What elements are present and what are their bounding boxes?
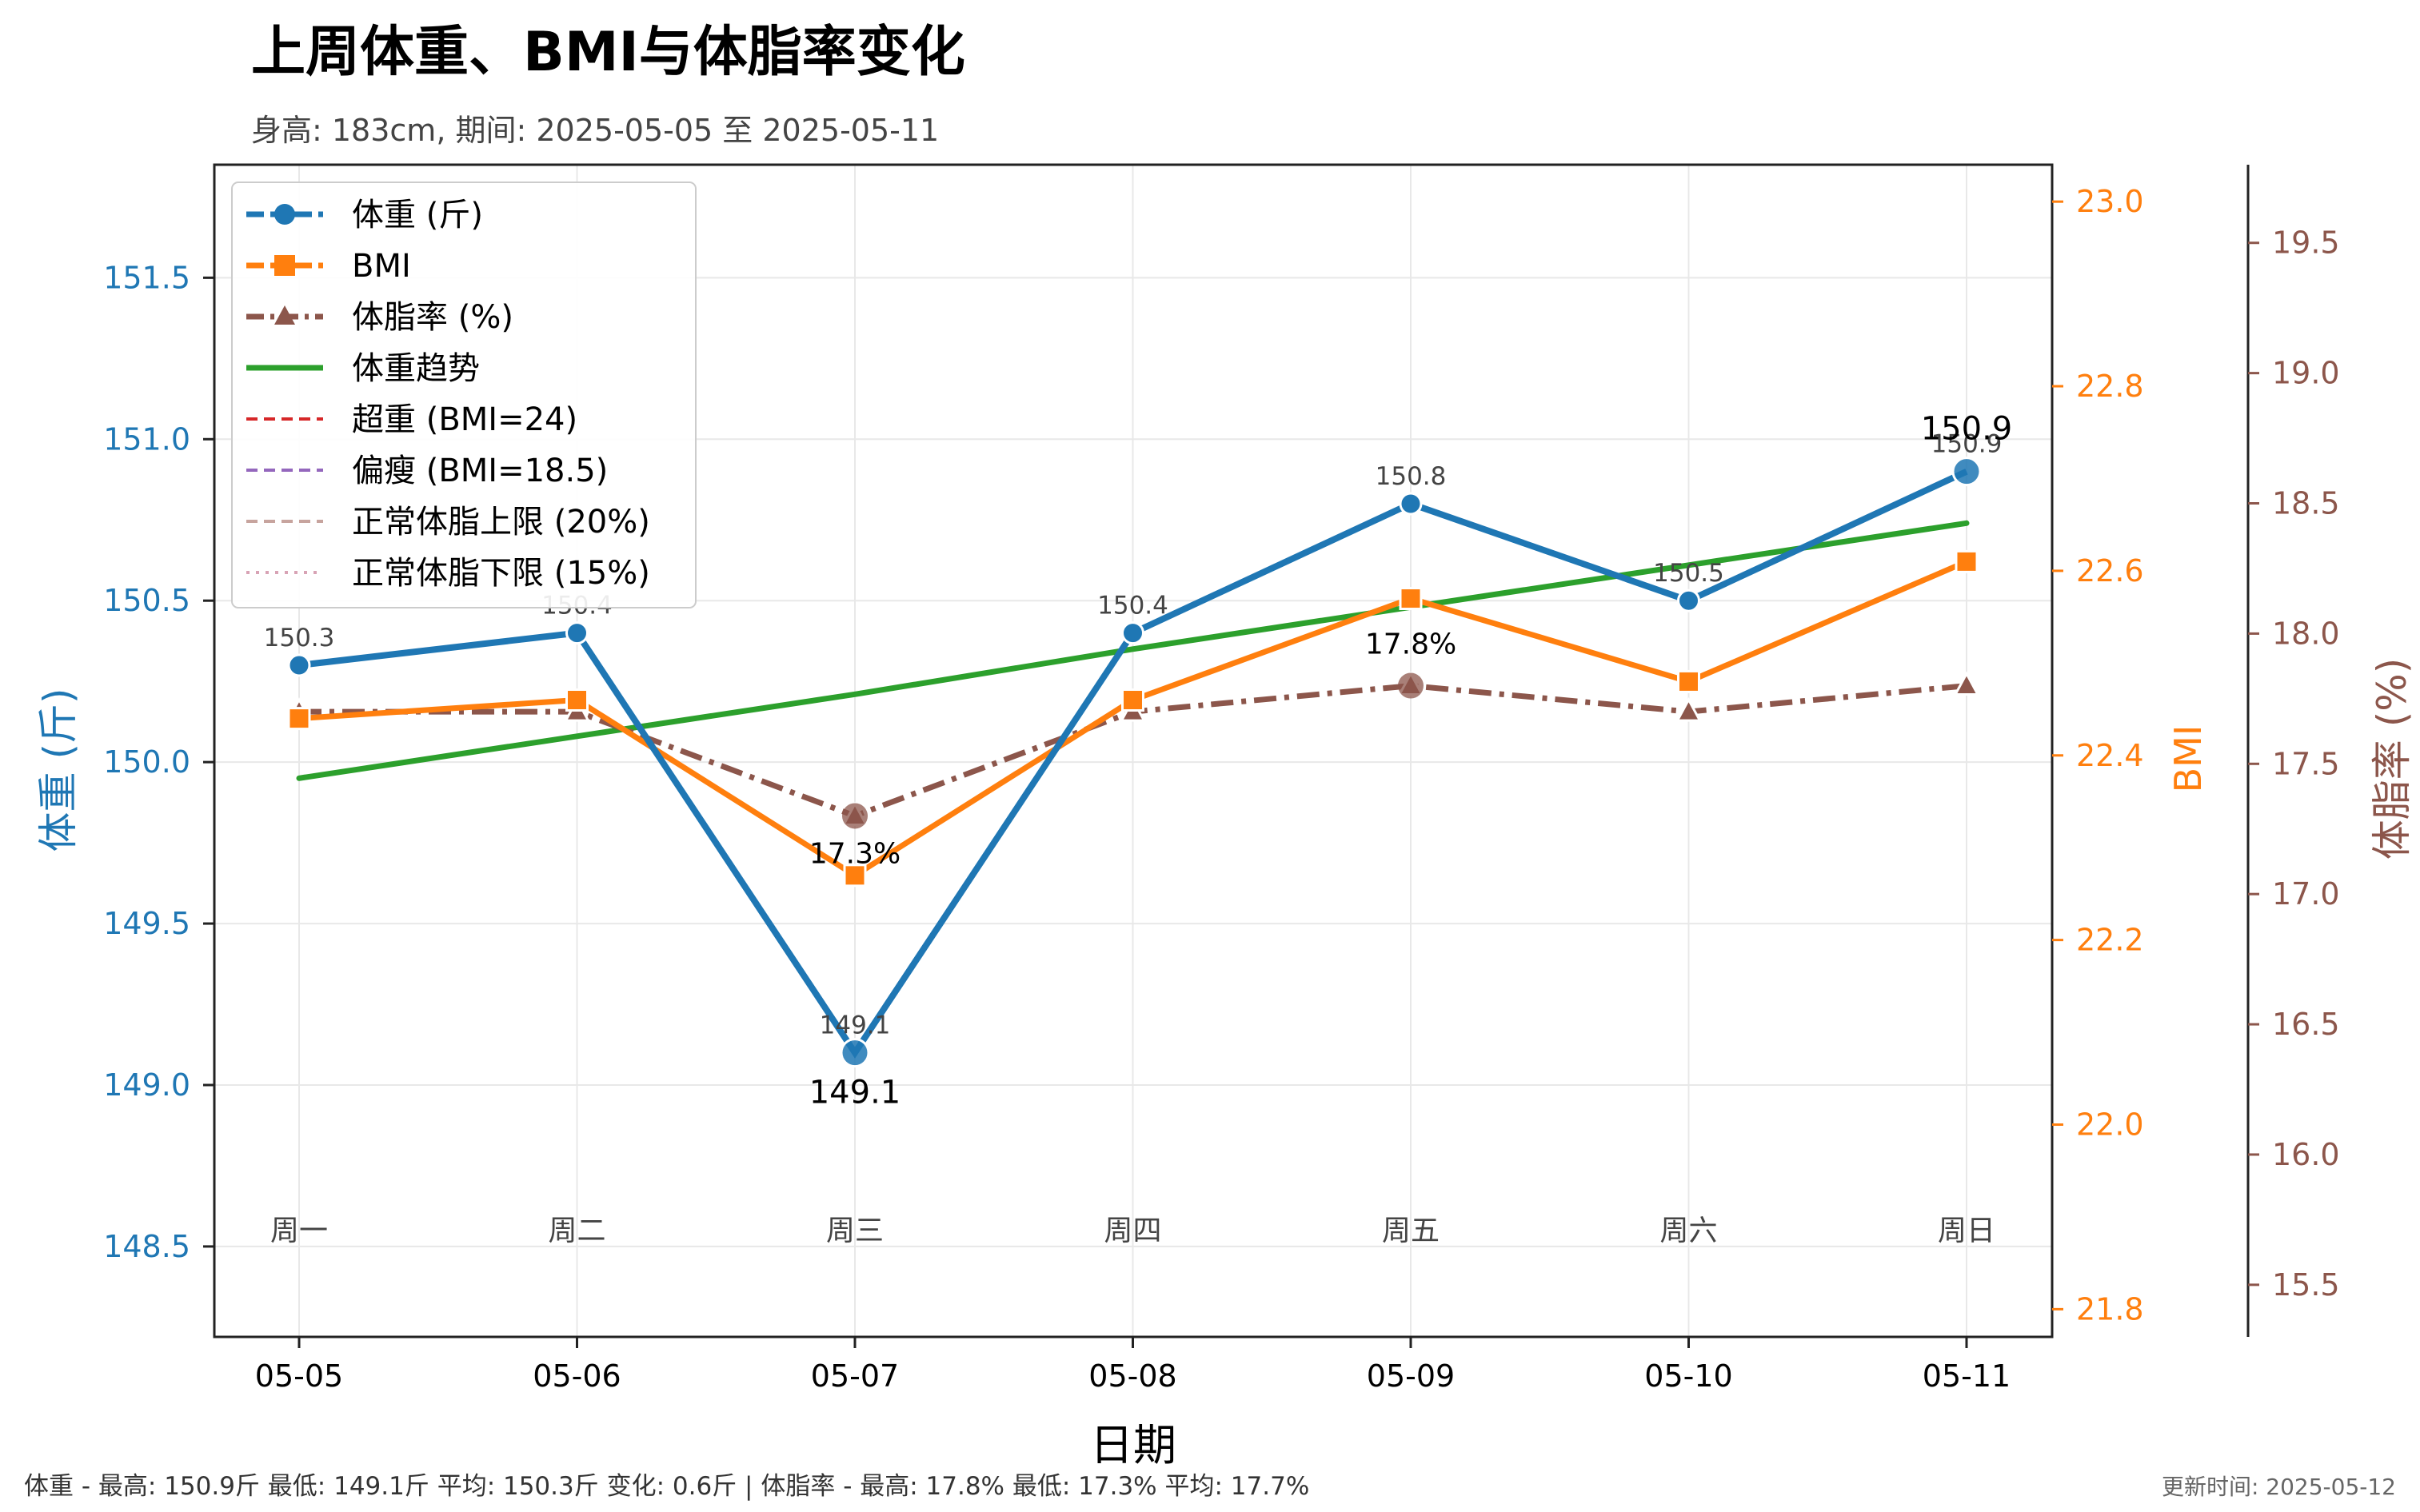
bmi-point [1955, 549, 1979, 573]
weekday-label: 周四 [1104, 1215, 1161, 1247]
weight-point [840, 1038, 870, 1068]
weight-tick-label: 151.0 [103, 421, 190, 457]
bmi-point [843, 864, 867, 888]
legend-marker [274, 204, 295, 225]
weight-point [1399, 492, 1423, 516]
legend-entry-label: 体脂率 (%) [352, 299, 513, 336]
weekday-label: 周三 [826, 1215, 884, 1247]
bmi-tick-label: 21.8 [2076, 1291, 2144, 1326]
weight-point [1677, 588, 1700, 612]
bmi-point [565, 688, 589, 712]
value-labels: 150.3150.4149.1150.4150.8150.5150.9150.9… [264, 411, 2013, 1111]
weight-tick-label: 150.0 [103, 744, 190, 780]
legend-entry-label: 体重 (斤) [352, 197, 483, 233]
weight-value-label: 150.4 [1097, 592, 1168, 620]
body-fat-tick-label: 17.0 [2272, 876, 2340, 912]
bmi-tick-label: 22.4 [2076, 738, 2144, 773]
legend-entry-label: BMI [352, 248, 411, 285]
weight-point [1951, 457, 1982, 487]
body-fat-max-label: 17.8% [1365, 628, 1456, 661]
weight-tick-label: 151.5 [103, 260, 190, 295]
body-fat-tick-label: 15.5 [2272, 1267, 2340, 1303]
legend-entry-label: 正常体脂上限 (20%) [352, 504, 650, 541]
weight-value-label: 150.9 [1931, 430, 2003, 459]
bmi-point [1677, 669, 1700, 693]
bmi-tick-label: 22.8 [2076, 369, 2144, 404]
x-tick-label: 05-08 [1088, 1358, 1176, 1394]
bmi-tick-label: 22.0 [2076, 1107, 2144, 1143]
weight-point [287, 653, 311, 677]
body-fat-point [1953, 671, 1980, 696]
weight-value-label: 150.3 [264, 624, 335, 652]
body-fat-point [1675, 696, 1703, 722]
body-fat-tick-label: 19.0 [2272, 356, 2340, 391]
legend-marker [274, 255, 295, 276]
weight-axis: 148.5 149.0 149.5 150.0 150.5 151.0 151.5 [103, 260, 214, 1264]
weekday-label: 周六 [1659, 1215, 1717, 1247]
bmi-point [287, 707, 311, 731]
x-tick-label: 05-05 [255, 1358, 343, 1394]
bmi-point [1399, 587, 1423, 611]
body-fat-tick-label: 16.0 [2272, 1137, 2340, 1172]
weight-series [287, 457, 1982, 1068]
bmi-axis: 21.8 22.0 22.2 22.4 22.6 22.8 23.0 [2051, 165, 2144, 1337]
chart-subtitle: 身高: 183cm, 期间: 2025-05-05 至 2025-05-11 [251, 113, 939, 148]
x-tick-label: 05-09 [1367, 1358, 1455, 1394]
trend-layer [296, 520, 1970, 781]
weight-value-label: 150.5 [1653, 559, 1724, 588]
weight-min-label: 149.1 [809, 1075, 901, 1111]
body-fat-axis: 15.5 16.0 16.5 17.0 17.5 18.0 18.5 19.0 19.5 [2246, 165, 2340, 1337]
body-fat-tick-label: 19.5 [2272, 225, 2340, 261]
weight-tick-label: 148.5 [103, 1229, 190, 1264]
body-fat-axis-label: 体脂率 (%) [2369, 658, 2415, 860]
body-fat-min-highlight [842, 803, 868, 829]
chart-title: 上周体重、BMI与体脂率变化 [251, 21, 965, 84]
x-tick-label: 05-10 [1644, 1358, 1732, 1394]
legend-entry-label: 体重趋势 [352, 350, 480, 387]
weight-point [565, 621, 589, 645]
bmi-tick-label: 22.6 [2076, 553, 2144, 588]
legend-entry-label: 偏瘦 (BMI=18.5) [352, 453, 608, 489]
weight-tick-label: 149.5 [103, 906, 190, 941]
legend-entry-label: 超重 (BMI=24) [352, 401, 577, 438]
weekday-label: 周日 [1938, 1215, 1995, 1247]
weight-trend-line [296, 520, 1970, 781]
weekday-label: 周二 [548, 1215, 605, 1247]
footer-stats: 体重 - 最高: 150.9斤 最低: 149.1斤 平均: 150.3斤 变化… [24, 1472, 1309, 1501]
body-fat-tick-label: 18.5 [2272, 486, 2340, 521]
bmi-tick-label: 23.0 [2076, 184, 2144, 219]
body-fat-max-highlight [1398, 672, 1424, 699]
bmi-point [1121, 688, 1144, 712]
body-fat-series [286, 671, 1980, 829]
weight-tick-label: 149.0 [103, 1067, 190, 1103]
weight-point [1121, 621, 1144, 645]
weekday-label: 周一 [270, 1215, 328, 1247]
body-fat-tick-label: 18.0 [2272, 616, 2340, 651]
weight-value-label: 150.8 [1376, 462, 1447, 491]
x-axis: 05-05 周一 05-06 周二 05-07 周三 05-08 周四 05-09 周五 05-10… [255, 1215, 2011, 1394]
weight-axis-label: 体重 (斤) [35, 688, 82, 852]
legend-marker [274, 305, 295, 325]
body-fat-tick-label: 16.5 [2272, 1007, 2340, 1042]
weight-value-label: 149.1 [820, 1011, 891, 1040]
x-axis-label: 日期 [1090, 1420, 1176, 1470]
x-tick-label: 05-07 [811, 1358, 899, 1394]
legend-box [231, 182, 697, 608]
body-fat-min-label: 17.3% [809, 837, 901, 870]
legend-entry-label: 正常体脂下限 (15%) [352, 555, 650, 592]
weekday-label: 周五 [1382, 1215, 1440, 1247]
weight-max-label: 150.9 [1921, 411, 2013, 448]
x-tick-label: 05-11 [1923, 1358, 2011, 1394]
weight-tick-label: 150.5 [103, 583, 190, 618]
update-time: 更新时间: 2025-05-12 [2162, 1474, 2396, 1500]
x-tick-label: 05-06 [533, 1358, 621, 1394]
bmi-series [287, 549, 1979, 888]
bmi-tick-label: 22.2 [2076, 923, 2144, 958]
bmi-axis-label: BMI [2166, 725, 2210, 793]
body-fat-tick-label: 17.5 [2272, 746, 2340, 781]
